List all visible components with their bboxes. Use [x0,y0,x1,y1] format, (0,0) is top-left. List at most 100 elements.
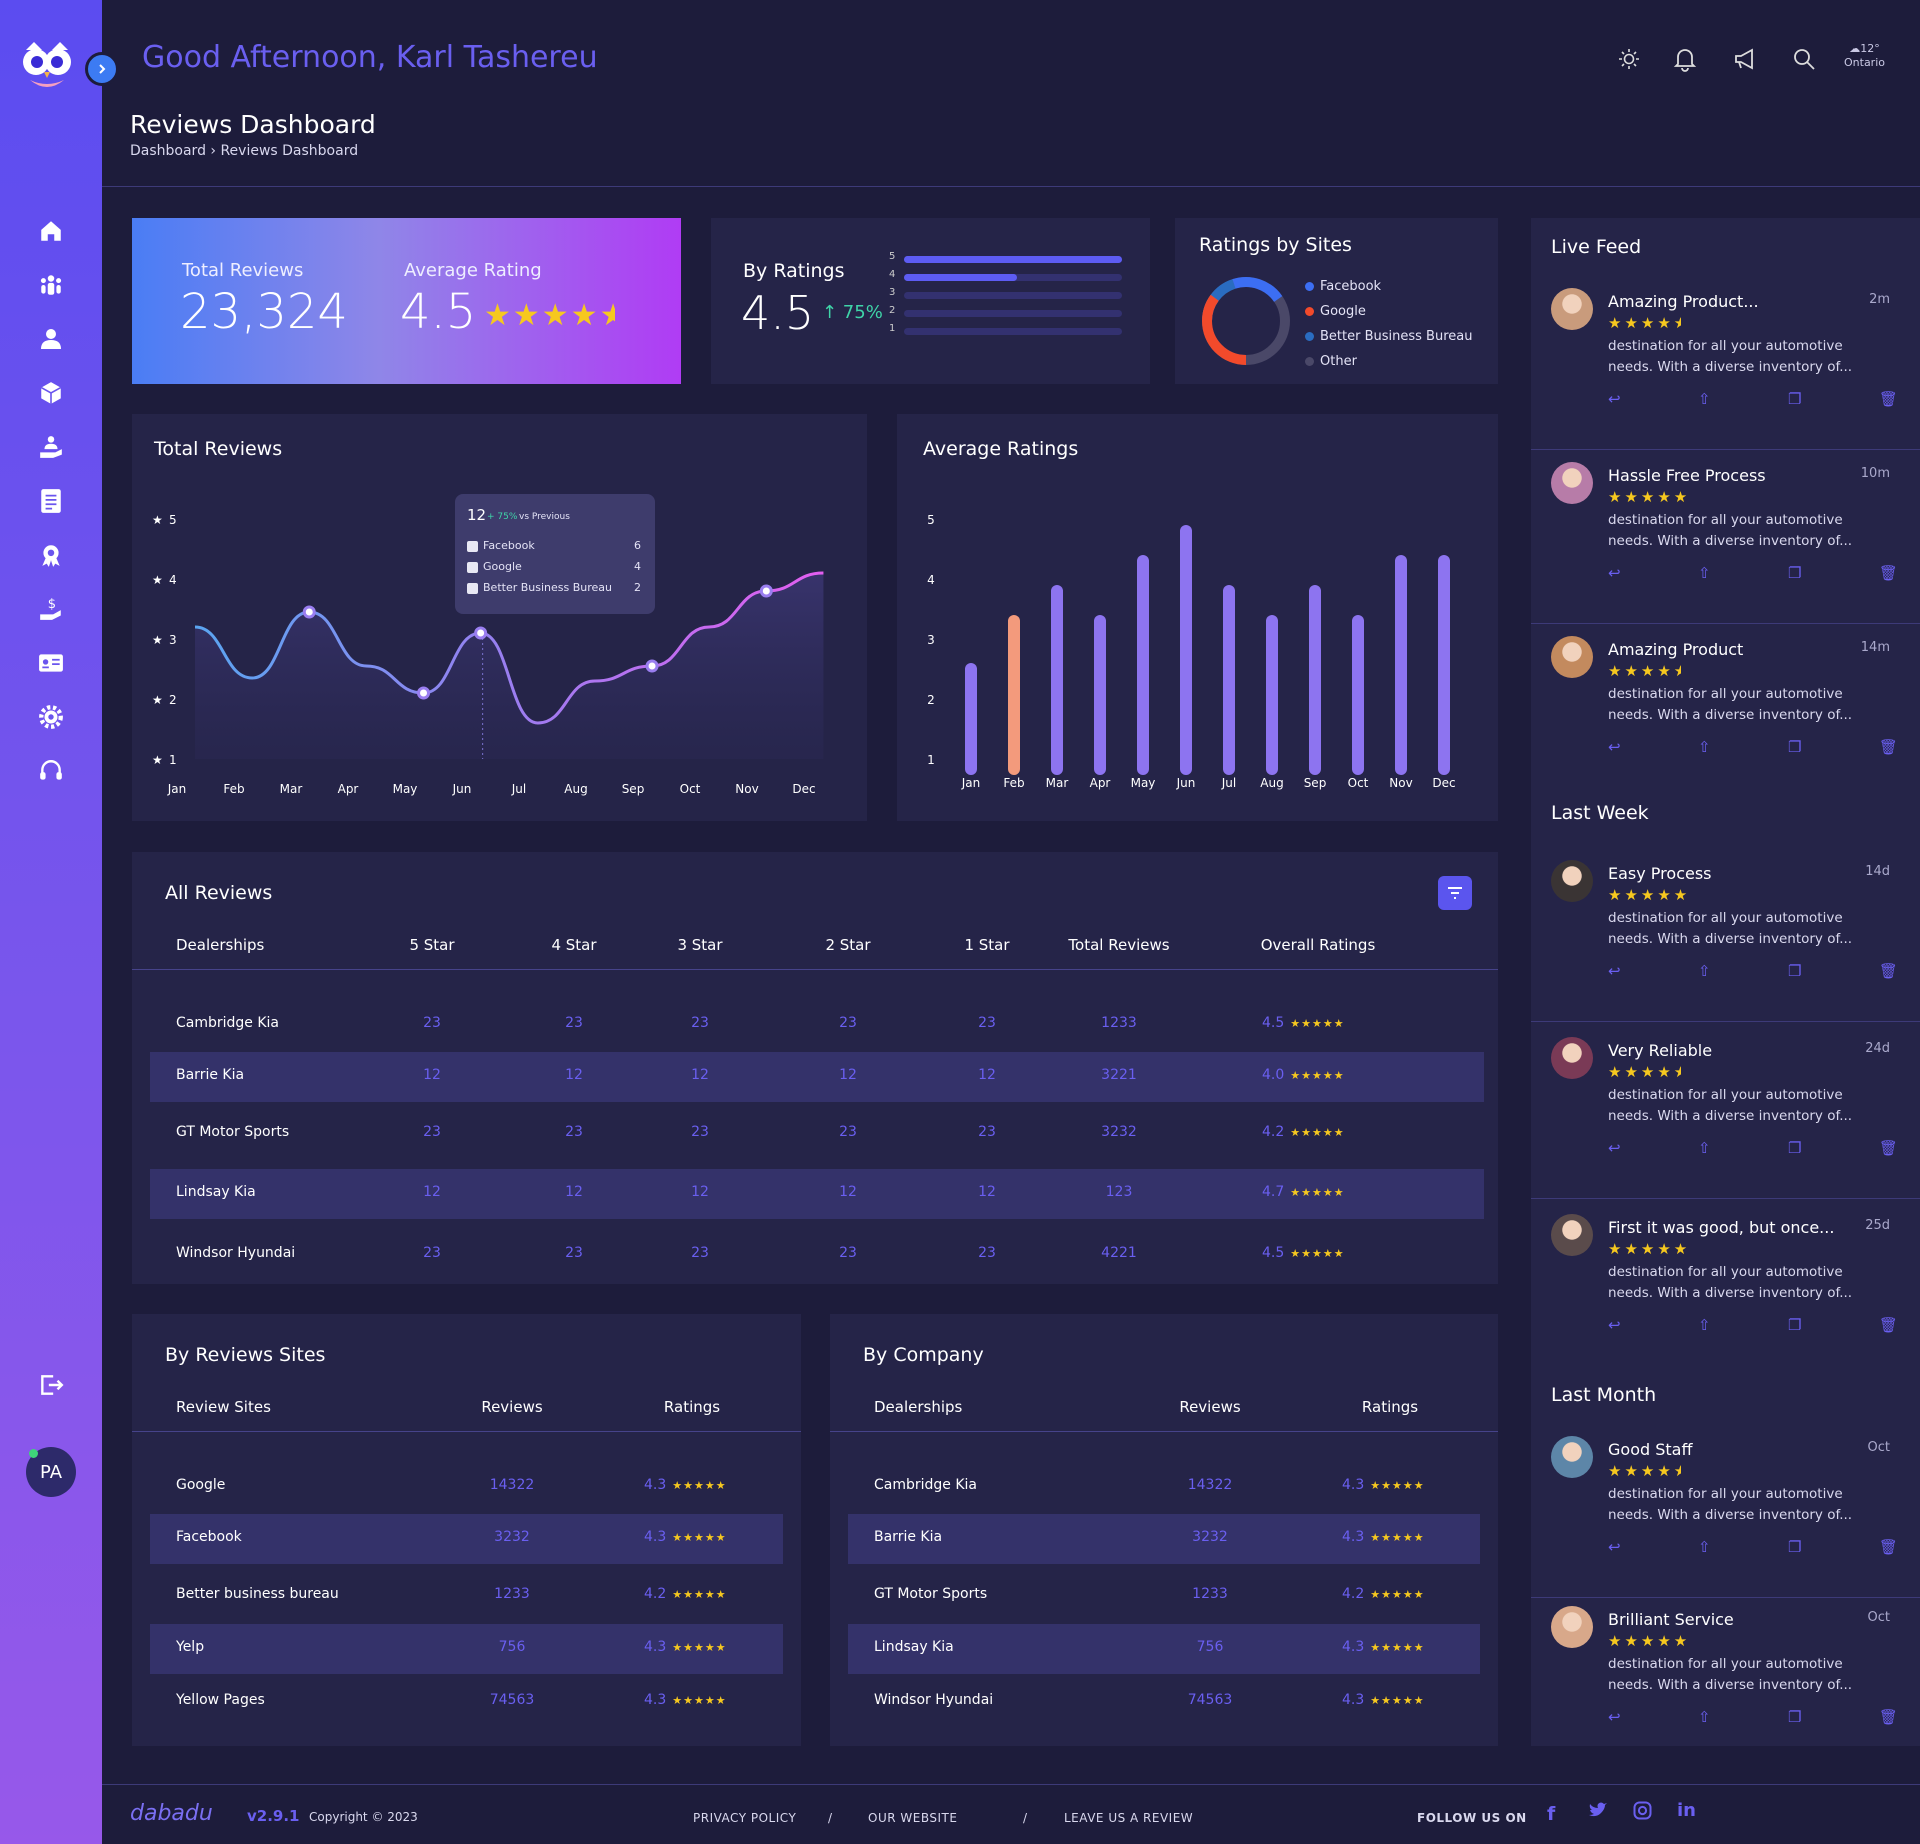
delete-icon[interactable]: 🗑 [1878,1316,1898,1334]
delete-icon[interactable]: 🗑 [1878,738,1898,756]
expand-sidebar-button[interactable] [85,52,119,86]
table-row[interactable]: Yelp 756 4.3 ★★★★★ [150,1624,783,1674]
share-icon[interactable]: ⇧ [1698,962,1711,980]
delete-icon[interactable]: 🗑 [1878,1708,1898,1726]
id-card-icon[interactable] [34,646,68,680]
table-row[interactable]: Better business bureau 1233 4.2 ★★★★★ [150,1571,783,1621]
reply-icon[interactable]: ↩ [1608,738,1621,756]
support-headset-icon[interactable] [34,754,68,788]
bar[interactable] [1008,615,1020,775]
feed-item[interactable]: Amazing Product 14m ★★★★★ destination for a… [1531,626,1920,798]
copy-icon[interactable]: ❐ [1788,1139,1802,1157]
share-icon[interactable]: ⇧ [1698,564,1711,582]
finance-icon[interactable]: $ [34,592,68,626]
delete-icon[interactable]: 🗑 [1878,962,1898,980]
user-icon[interactable] [34,322,68,356]
privacy-policy-link[interactable]: PRIVACY POLICY [693,1811,797,1825]
feed-item[interactable]: First it was good, but once... 25d ★★★★★ de… [1531,1204,1920,1376]
home-icon[interactable] [34,214,68,248]
team-icon[interactable] [34,268,68,302]
theme-sun-icon[interactable] [1614,44,1644,74]
reply-icon[interactable]: ↩ [1608,564,1621,582]
twitter-icon[interactable] [1588,1801,1608,1823]
leave-review-link[interactable]: LEAVE US A REVIEW [1064,1811,1194,1825]
bar[interactable] [1180,525,1192,775]
copy-icon[interactable]: ❐ [1788,390,1802,408]
share-icon[interactable]: ⇧ [1698,1708,1711,1726]
table-row[interactable]: Windsor Hyundai 74563 4.3 ★★★★★ [848,1677,1480,1727]
table-row[interactable]: Cambridge Kia 23 23 23 23 23 1233 4.5 ★★★★★ [150,1000,1484,1050]
copy-icon[interactable]: ❐ [1788,564,1802,582]
bar[interactable] [1395,555,1407,775]
instagram-icon[interactable] [1633,1801,1652,1824]
line-point[interactable] [417,686,431,700]
bar[interactable] [965,663,977,775]
settings-icon[interactable] [34,700,68,734]
table-row[interactable]: Cambridge Kia 14322 4.3 ★★★★★ [848,1462,1480,1512]
copy-icon[interactable]: ❐ [1788,738,1802,756]
box-icon[interactable] [34,376,68,410]
table-row[interactable]: GT Motor Sports 1233 4.2 ★★★★★ [848,1571,1480,1621]
bar[interactable] [1266,615,1278,775]
reply-icon[interactable]: ↩ [1608,1316,1621,1334]
feed-item[interactable]: Easy Process 14d ★★★★★ destination for all … [1531,850,1920,1022]
feed-item[interactable]: Hassle Free Process 10m ★★★★★ destination f… [1531,452,1920,624]
table-row[interactable]: Facebook 3232 4.3 ★★★★★ [150,1514,783,1564]
line-point[interactable] [645,659,659,673]
feed-item[interactable]: Amazing Product... 2m ★★★★★ destination for… [1531,278,1920,450]
share-icon[interactable]: ⇧ [1698,738,1711,756]
copy-icon[interactable]: ❐ [1788,1316,1802,1334]
bar[interactable] [1223,585,1235,775]
delete-icon[interactable]: 🗑 [1878,564,1898,582]
reply-icon[interactable]: ↩ [1608,962,1621,980]
bar[interactable] [1309,585,1321,775]
table-row[interactable]: GT Motor Sports 23 23 23 23 23 3232 4.2 ★★★★★ [150,1109,1484,1159]
bar-chart-title: Average Ratings [923,438,1079,460]
user-avatar[interactable]: PA [26,1447,76,1497]
bar[interactable] [1137,555,1149,775]
feed-item[interactable]: Very Reliable 24d ★★★★★ destination for all… [1531,1027,1920,1199]
share-icon[interactable]: ⇧ [1698,1139,1711,1157]
line-point[interactable] [302,605,316,619]
bar[interactable] [1438,555,1450,775]
filter-button[interactable] [1438,876,1472,910]
breadcrumb[interactable]: Dashboard › Reviews Dashboard [130,143,359,159]
bar[interactable] [1352,615,1364,775]
search-icon[interactable] [1789,44,1819,74]
table-row[interactable]: Barrie Kia 3232 4.3 ★★★★★ [848,1514,1480,1564]
share-icon[interactable]: ⇧ [1698,1538,1711,1556]
table-row[interactable]: Barrie Kia 12 12 12 12 12 3221 4.0 ★★★★★ [150,1052,1484,1102]
table-row[interactable]: Yellow Pages 74563 4.3 ★★★★★ [150,1677,783,1727]
table-row[interactable]: Lindsay Kia 756 4.3 ★★★★★ [848,1624,1480,1674]
line-point[interactable] [474,626,488,640]
line-point[interactable] [759,584,773,598]
feed-item[interactable]: Brilliant Service Oct ★★★★★ destination for… [1531,1596,1920,1768]
award-icon[interactable] [34,538,68,572]
table-row[interactable]: Lindsay Kia 12 12 12 12 12 123 4.7 ★★★★★ [150,1169,1484,1219]
logout-icon[interactable] [34,1368,68,1402]
delete-icon[interactable]: 🗑 [1878,1538,1898,1556]
notifications-bell-icon[interactable] [1670,44,1700,74]
reply-icon[interactable]: ↩ [1608,1538,1621,1556]
facebook-icon[interactable]: f [1547,1803,1556,1825]
share-icon[interactable]: ⇧ [1698,390,1711,408]
reply-icon[interactable]: ↩ [1608,1139,1621,1157]
copy-icon[interactable]: ❐ [1788,1708,1802,1726]
our-website-link[interactable]: OUR WEBSITE [868,1811,958,1825]
copy-icon[interactable]: ❐ [1788,962,1802,980]
share-icon[interactable]: ⇧ [1698,1316,1711,1334]
bar[interactable] [1051,585,1063,775]
reply-icon[interactable]: ↩ [1608,390,1621,408]
delete-icon[interactable]: 🗑 [1878,1139,1898,1157]
document-icon[interactable] [34,484,68,518]
feed-item[interactable]: Good Staff Oct ★★★★★ destination for all yo… [1531,1426,1920,1598]
table-row[interactable]: Google 14322 4.3 ★★★★★ [150,1462,783,1512]
reply-icon[interactable]: ↩ [1608,1708,1621,1726]
announcement-megaphone-icon[interactable] [1731,44,1761,74]
bar[interactable] [1094,615,1106,775]
linkedin-icon[interactable]: in [1677,1800,1696,1821]
delete-icon[interactable]: 🗑 [1878,390,1898,408]
copy-icon[interactable]: ❐ [1788,1538,1802,1556]
service-icon[interactable] [34,430,68,464]
table-row[interactable]: Windsor Hyundai 23 23 23 23 23 4221 4.5 ★★★★★ [150,1230,1484,1280]
